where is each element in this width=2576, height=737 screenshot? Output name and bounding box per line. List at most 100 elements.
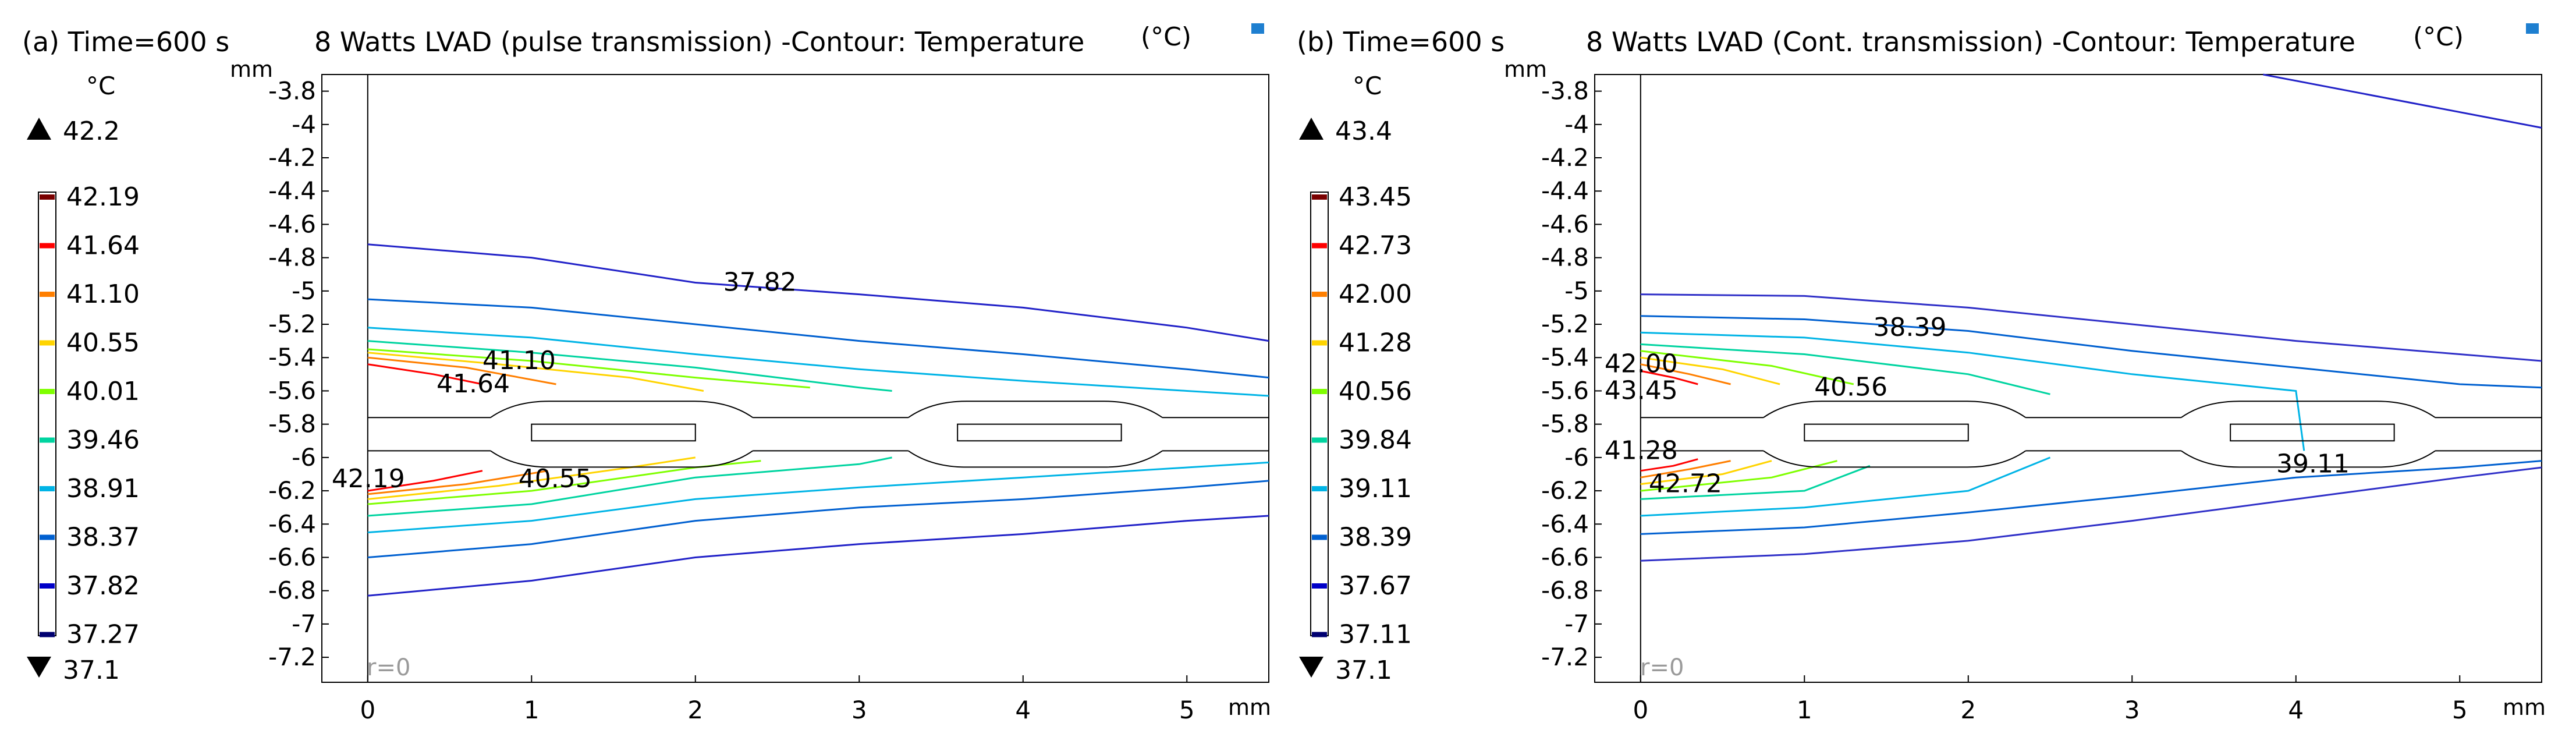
max-triangle-icon: [1299, 118, 1324, 140]
legend-level-label: 37.82: [66, 571, 140, 601]
contour-42.73-upper: [1640, 370, 1698, 385]
legend-unit: °C: [1353, 72, 1382, 100]
contour-41.10-upper: [367, 363, 483, 385]
x-tick-label: 1: [524, 696, 540, 724]
y-tick-label: -5.4: [1541, 343, 1589, 371]
legend-swatch: [1312, 437, 1327, 443]
contour-41.28-upper: [1640, 356, 1780, 385]
y-tick-label: -7: [292, 610, 316, 638]
y-tick-label: -4.6: [268, 210, 316, 238]
contour-39.11-lower: [1640, 456, 2051, 517]
contour-label: 41.10: [482, 346, 556, 375]
legend-level-label: 38.91: [66, 474, 140, 504]
legend-swatch: [40, 583, 55, 589]
y-tick-label: -5: [292, 277, 316, 305]
y-unit-label: mm: [230, 56, 273, 82]
legend-level-label: 39.11: [1339, 474, 1412, 504]
x-tick-label: 0: [1633, 696, 1648, 724]
y-tick-label: -4: [1564, 110, 1589, 139]
coil-rect: [957, 423, 1122, 442]
coil-rect: [1804, 423, 1969, 442]
x-tick-label: 3: [851, 696, 867, 724]
legend-swatch: [40, 534, 55, 540]
contour-38.39-upper: [1640, 315, 2542, 389]
contour-39.46-lower: [367, 460, 761, 505]
contour-37.27-lower: [367, 515, 1269, 597]
max-triangle-icon: [27, 118, 51, 140]
x-tick-label: 5: [1179, 696, 1195, 724]
export-icon[interactable]: [2526, 23, 2539, 34]
y-tick-label: -6.8: [1541, 576, 1589, 605]
y-tick-label: -5.2: [268, 310, 316, 338]
x-unit-label: mm: [1228, 695, 1271, 720]
y-tick-label: -6.6: [268, 543, 316, 571]
legend-swatch: [1312, 632, 1327, 637]
contour-label: 41.28: [1605, 435, 1678, 465]
x-unit-label: mm: [2503, 695, 2546, 720]
legend-unit: °C: [86, 72, 115, 100]
legend-swatch: [1312, 243, 1327, 249]
legend-level-label: 40.01: [66, 377, 140, 406]
legend-level-label: 40.55: [66, 328, 140, 358]
legend-bar: [1310, 192, 1329, 636]
legend-levels: 42.19 41.64 41.10 40.55 40.01 39.46 38.91 38.37…: [40, 182, 140, 650]
lens-outline: [2181, 401, 2436, 468]
y-tick-label: -4.2: [1541, 143, 1589, 172]
y-tick-label: -6: [1564, 443, 1589, 472]
y-tick-label: -3.8: [268, 77, 316, 105]
contour-label: 38.39: [1874, 313, 1947, 342]
y-tick-label: -5.6: [1541, 376, 1589, 405]
contour-label: 37.82: [723, 268, 797, 297]
legend-swatch: [1312, 194, 1327, 200]
y-tick-label: -6: [292, 443, 316, 472]
legend-swatch: [1312, 292, 1327, 297]
legend-level-label: 42.73: [1339, 231, 1412, 261]
contour-37.82-upper: [367, 298, 1269, 379]
legend-level-label: 39.46: [66, 426, 140, 455]
lens-outline: [1763, 401, 2026, 468]
legend-swatch: [1312, 486, 1327, 491]
lens-outline: [908, 401, 1163, 468]
legend-swatch: [1312, 389, 1327, 394]
y-tick-label: -6.2: [1541, 476, 1589, 505]
legend-level-label: 40.56: [1339, 377, 1412, 406]
legend-swatch: [1312, 534, 1327, 540]
legend-level-label: 39.84: [1339, 426, 1412, 455]
export-icon[interactable]: [1251, 23, 1264, 34]
contour-42.73-lower: [1640, 458, 1698, 472]
contour-38.37-upper: [367, 327, 1269, 397]
contour-38.91-lower: [367, 456, 892, 517]
contour-40.01-lower: [367, 456, 696, 500]
contour-37.82-lower: [367, 480, 1269, 558]
x-tick-label: 4: [1015, 696, 1031, 724]
y-tick-label: -5.6: [268, 376, 316, 405]
contour-label: 43.45: [1605, 375, 1678, 405]
time-label: (a) Time=600 s: [22, 26, 229, 58]
contour-plot: -3.8 -4 -4.2 -4.4 -4.6 -4.8 -5 -5.2 -5.4 -5.6 -5.8…: [268, 75, 1269, 724]
legend-bar: [38, 192, 56, 636]
unit-top-label: (°C): [1141, 22, 1191, 52]
legend-swatch: [1312, 340, 1327, 346]
legend-level-label: 41.28: [1339, 328, 1412, 358]
coil-rect: [2230, 423, 2395, 442]
contour-41.28-lower: [1640, 460, 1772, 486]
x-tick-label: 1: [1797, 696, 1812, 724]
legend-levels: 43.45 42.73 42.00 41.28 40.56 39.84 39.11 38.39…: [1312, 182, 1412, 650]
y-tick-label: -7.2: [268, 643, 316, 671]
legend-level-label: 41.10: [66, 279, 140, 309]
legend-swatch: [40, 437, 55, 443]
y-tick-label: -4.8: [268, 243, 316, 272]
y-tick-label: -5.2: [1541, 310, 1589, 338]
contour-37.27-upper: [367, 243, 1269, 342]
legend-swatch: [40, 389, 55, 394]
contour-38.39-lower: [1640, 460, 2542, 535]
legend-swatch: [1312, 583, 1327, 589]
legend-level-label: 37.67: [1339, 571, 1412, 601]
legend-max-label: 43.4: [1335, 116, 1392, 146]
time-label: (b) Time=600 s: [1297, 26, 1505, 58]
legend-swatch: [40, 194, 55, 200]
x-tick-label: 2: [687, 696, 703, 724]
legend-swatch: [40, 486, 55, 491]
contour-38.37-lower: [367, 461, 1269, 534]
